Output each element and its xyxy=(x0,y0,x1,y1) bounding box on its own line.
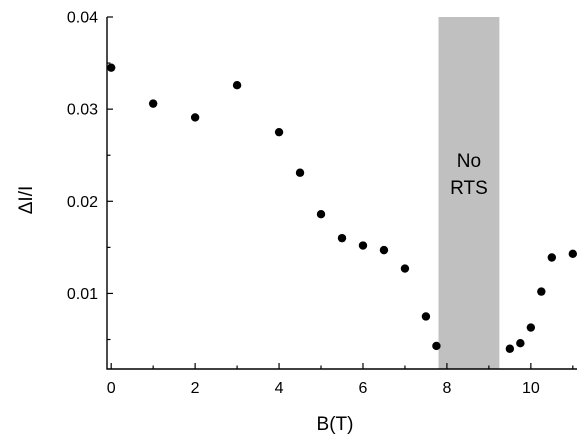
region-label-line: RTS xyxy=(450,178,488,199)
y-tick-label: 0.04 xyxy=(67,10,98,27)
data-point xyxy=(547,253,557,262)
data-point xyxy=(337,233,347,243)
data-points-group xyxy=(106,63,578,353)
y-tick-label: 0.03 xyxy=(67,102,98,119)
data-point xyxy=(190,113,200,122)
data-point xyxy=(148,99,158,108)
ticks-group: 0 2 4 6 8 10 0.01 0.02 0.03 0.04 xyxy=(67,10,574,397)
region-label-line: No xyxy=(457,151,481,172)
data-point xyxy=(505,344,515,353)
x-tick-label: 8 xyxy=(442,380,451,397)
x-tick-label: 0 xyxy=(107,380,116,397)
axes-group xyxy=(106,17,577,370)
data-point xyxy=(537,287,546,296)
shaded-region-group: No RTS xyxy=(438,17,500,369)
y-axis-label: ΔI/I xyxy=(16,186,37,215)
data-point xyxy=(432,341,441,351)
data-point xyxy=(358,241,368,250)
data-point xyxy=(274,127,284,137)
data-point xyxy=(568,249,578,259)
axis-frame xyxy=(106,17,577,370)
x-tick-label: 4 xyxy=(275,380,284,397)
data-point xyxy=(421,312,431,321)
x-tick-label: 2 xyxy=(191,380,200,397)
no-rts-region xyxy=(438,17,500,369)
x-axis-label: B(T) xyxy=(317,414,354,435)
x-tick-label: 10 xyxy=(522,380,540,397)
data-point xyxy=(106,63,116,72)
labels-group: B(T) ΔI/I xyxy=(16,186,353,435)
x-tick-label: 6 xyxy=(359,380,368,397)
y-tick-label: 0.01 xyxy=(67,286,98,303)
data-point xyxy=(526,323,536,332)
data-point xyxy=(400,264,410,273)
data-point xyxy=(316,209,326,219)
data-point xyxy=(379,245,389,255)
data-point xyxy=(232,80,242,90)
data-point xyxy=(295,168,305,177)
y-tick-label: 0.02 xyxy=(67,194,98,211)
data-point xyxy=(516,338,525,348)
